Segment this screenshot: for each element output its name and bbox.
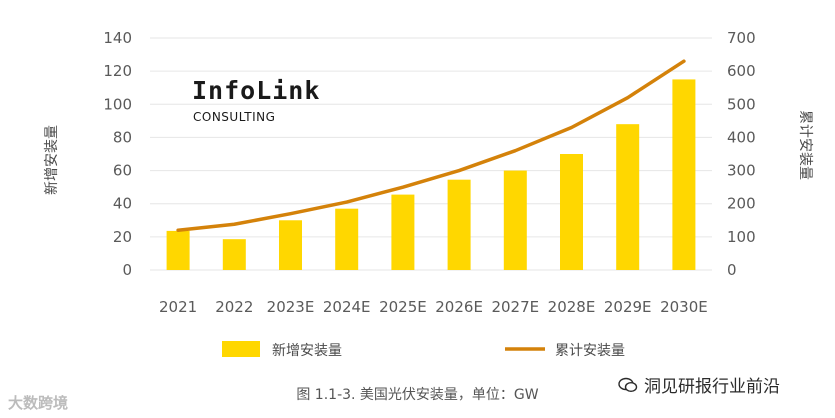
y2-tick-label-7: 700 — [727, 29, 756, 47]
y-tick-label-2: 40 — [113, 195, 132, 213]
y-tick-label-4: 80 — [113, 128, 132, 146]
y-axis-title: 新增安装量 — [44, 125, 60, 195]
watermark-right: 洞见研报行业前沿 — [618, 372, 780, 397]
y-tick-label-5: 100 — [103, 95, 132, 113]
x-tick-label-6: 2027E — [491, 298, 539, 316]
x-tick-label-7: 2028E — [548, 298, 596, 316]
y2-tick-label-3: 300 — [727, 162, 756, 180]
y-tick-label-7: 140 — [103, 29, 132, 47]
y2-tick-label-5: 500 — [727, 95, 756, 113]
line-path — [176, 59, 686, 232]
figure-caption: 图 1.1-3. 美国光伏安装量，单位：GW — [296, 387, 539, 403]
y-tick-label-0: 0 — [122, 261, 132, 279]
y-axis-right: 0 100 200 300 400 500 600 700 — [727, 29, 756, 279]
bar-2 — [279, 220, 302, 270]
y2-tick-label-2: 200 — [727, 195, 756, 213]
legend-bar-swatch — [222, 341, 260, 357]
bar-7 — [560, 154, 583, 270]
bar-0 — [166, 230, 190, 270]
bar-6 — [503, 170, 527, 270]
x-tick-label-9: 2030E — [660, 298, 708, 316]
wechat-icon — [618, 377, 638, 392]
y2-axis-title: 累计安装量 — [797, 110, 813, 180]
x-axis: 2021 2022 2023E 2024E 2025E 2026E 2027E 2028E 20… — [159, 298, 708, 316]
logo-subtitle: CONSULTING — [193, 110, 276, 124]
legend-bar-label: 新增安装量 — [272, 343, 342, 359]
y-tick-label-6: 120 — [103, 62, 132, 80]
y-axis-left: 0 20 40 60 80 100 120 140 — [103, 29, 132, 279]
grid-lines — [150, 37, 712, 271]
bar-5 — [447, 179, 471, 270]
legend-line-label: 累计安装量 — [555, 343, 625, 359]
x-tick-label-8: 2029E — [604, 298, 652, 316]
y2-tick-label-6: 600 — [727, 62, 756, 80]
y2-tick-label-0: 0 — [727, 261, 737, 279]
x-tick-label-3: 2024E — [323, 298, 371, 316]
y2-tick-label-1: 100 — [727, 228, 756, 246]
watermark-left: 大数跨境 — [8, 394, 69, 412]
watermark-right-text: 洞见研报行业前沿 — [644, 377, 780, 397]
bar-series — [166, 79, 696, 271]
x-tick-label-4: 2025E — [379, 298, 427, 316]
logo-title: InfoLink — [192, 76, 321, 105]
x-tick-label-5: 2026E — [435, 298, 483, 316]
y-tick-label-3: 60 — [113, 162, 132, 180]
y-tick-label-1: 20 — [113, 228, 132, 246]
x-tick-label-1: 2022 — [215, 298, 253, 316]
line-series — [176, 59, 686, 232]
bar-8 — [616, 124, 640, 271]
x-tick-label-0: 2021 — [159, 298, 197, 316]
bar-9 — [672, 79, 696, 270]
bar-4 — [391, 194, 415, 270]
bar-1 — [222, 239, 246, 270]
bar-3 — [335, 208, 359, 270]
x-tick-label-2: 2023E — [267, 298, 315, 316]
y2-tick-label-4: 400 — [727, 128, 756, 146]
